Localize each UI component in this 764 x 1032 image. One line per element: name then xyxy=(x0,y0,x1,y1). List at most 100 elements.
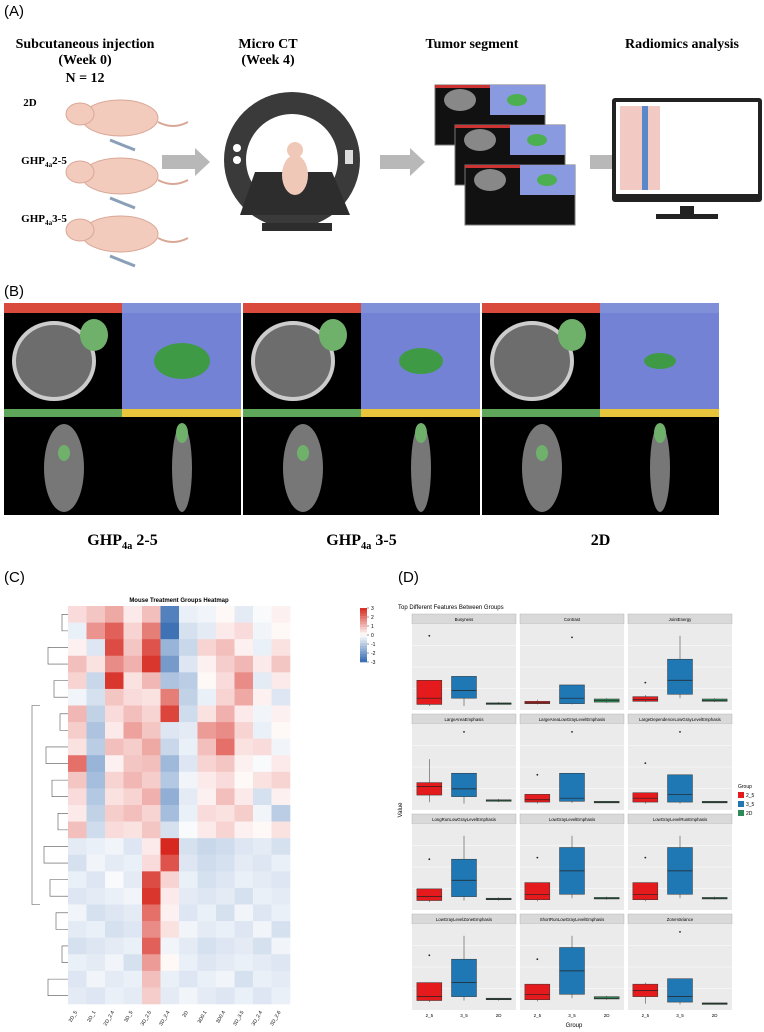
heatmap-cell xyxy=(123,722,143,739)
colorbar-segment xyxy=(360,643,367,647)
heatmap-cell xyxy=(123,771,143,789)
step-title: (Week 0) xyxy=(58,53,112,68)
mouse-tail xyxy=(157,237,189,243)
heatmap-cell xyxy=(253,639,272,657)
tumor xyxy=(537,174,557,186)
heatmap-cell xyxy=(142,937,161,955)
mid-bar-green xyxy=(243,409,361,417)
syringe xyxy=(109,196,136,210)
heatmap-cell xyxy=(216,838,235,856)
bar xyxy=(435,85,490,88)
heatmap-cell xyxy=(216,821,235,839)
heatmap-cell xyxy=(179,805,198,822)
heatmap-cell xyxy=(216,639,235,657)
heatmap-cell xyxy=(142,887,161,905)
heatmap-cell xyxy=(142,921,161,938)
mouse xyxy=(65,157,189,210)
heatmap-cell xyxy=(271,954,291,972)
group-label: GHP4a2-5 xyxy=(21,155,67,169)
ct-panel xyxy=(243,303,480,515)
heatmap-cell xyxy=(68,954,87,972)
heatmap-cell xyxy=(179,838,198,856)
heatmap-cell xyxy=(216,904,235,922)
heatmap-cell xyxy=(216,788,235,806)
mouse xyxy=(65,215,189,268)
heatmap-cell xyxy=(160,622,180,640)
heatmap-cell xyxy=(142,871,161,889)
heatmap-cell xyxy=(179,788,198,806)
heatmap-cell xyxy=(160,921,180,938)
heatmap-cell xyxy=(197,904,217,922)
dendrogram xyxy=(59,713,68,731)
heatmap-cell xyxy=(123,755,143,773)
box xyxy=(632,696,659,702)
heatmap-cell xyxy=(271,871,291,889)
coronal xyxy=(283,424,323,512)
heatmap-cell xyxy=(160,788,180,806)
heatmap-cell xyxy=(253,622,272,640)
column-label: 3D_3.5 xyxy=(232,1010,245,1027)
heatmap-cell xyxy=(179,987,198,1005)
tumor-3d xyxy=(154,343,210,379)
tumor-3d xyxy=(644,353,676,369)
heatmap-cell xyxy=(179,655,198,673)
heatmap-cell xyxy=(68,937,87,955)
heatmap-cell xyxy=(216,921,235,938)
heatmap-cell xyxy=(253,838,272,856)
heatmap-cell xyxy=(160,871,180,889)
heatmap-cell xyxy=(179,688,198,706)
heatmap-cell xyxy=(160,854,180,872)
heatmap-cell xyxy=(216,655,235,673)
heatmap-cell xyxy=(123,921,143,938)
heatmap-cell xyxy=(123,655,143,673)
heatmap-cell xyxy=(234,705,254,723)
heatmap-cell xyxy=(271,672,291,690)
heatmap-cell xyxy=(253,672,272,690)
heatmap-cell xyxy=(271,987,291,1005)
facet-title: ZoneVariance xyxy=(667,917,694,922)
outlier xyxy=(644,856,647,859)
heatmap-cell xyxy=(253,871,272,889)
column-label: 3D0.1 xyxy=(197,1010,209,1025)
top-bar-red xyxy=(482,303,600,313)
heatmap-cell xyxy=(105,722,124,739)
dendrogram xyxy=(47,978,68,997)
heatmap-cell xyxy=(142,954,161,972)
heatmap-cell xyxy=(179,755,198,773)
heatmap-cell xyxy=(234,622,254,640)
heatmap-cell xyxy=(68,672,87,690)
mouse-head xyxy=(65,218,95,242)
heatmap-cell xyxy=(197,954,217,972)
heatmap-cell xyxy=(123,987,143,1005)
heatmap-cell xyxy=(123,738,143,756)
colorbar-segment xyxy=(360,624,367,628)
heatmap-cell xyxy=(86,954,106,972)
legend-label: 3_5 xyxy=(746,802,755,808)
heatmap-cell xyxy=(160,987,180,1005)
heatmap-cell xyxy=(253,655,272,673)
outlier xyxy=(679,731,681,733)
tumor xyxy=(80,319,108,351)
ct-panel xyxy=(482,303,719,515)
heatmap-cell xyxy=(234,688,254,706)
heatmap-cell xyxy=(253,887,272,905)
outlier xyxy=(536,856,539,859)
panel-label: (A) xyxy=(4,3,24,20)
heatmap-cell xyxy=(105,606,124,623)
tumor xyxy=(527,134,547,146)
box xyxy=(451,772,477,797)
heatmap-cell xyxy=(68,655,87,673)
box xyxy=(524,701,551,704)
label-sub: 4a xyxy=(45,219,53,227)
x-tick-label: 3_5 xyxy=(568,1013,576,1018)
heatmap-cell xyxy=(142,805,161,822)
mid-bar-yellow xyxy=(600,409,719,417)
facet-title: LargeDependenceLowGrayLevelEmphasis xyxy=(639,717,721,722)
colorbar-label: -3 xyxy=(371,660,376,666)
heatmap-cell xyxy=(105,805,124,822)
heatmap-cell xyxy=(86,921,106,938)
heatmap-cell xyxy=(253,987,272,1005)
heatmap-cell xyxy=(160,755,180,773)
heatmap-cell xyxy=(253,606,272,623)
